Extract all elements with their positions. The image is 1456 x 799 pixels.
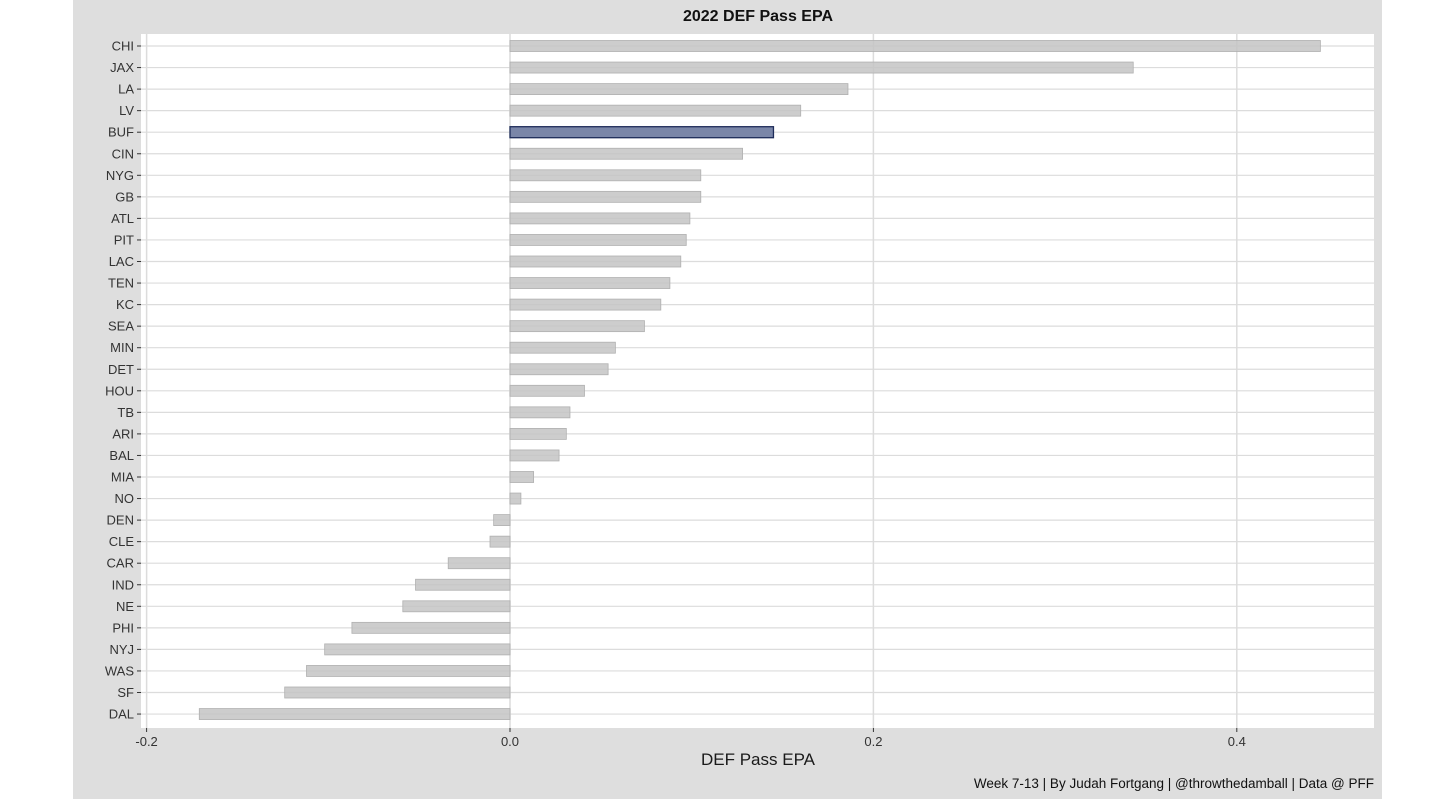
- chart-caption: Week 7-13 | By Judah Fortgang | @throwth…: [974, 776, 1374, 791]
- bar-kc: [509, 298, 662, 311]
- bar-tb: [509, 406, 571, 419]
- bar-layer: [198, 40, 1321, 720]
- y-tick-label: MIA: [111, 470, 134, 485]
- bar-lac: [509, 255, 682, 268]
- y-tick-label: GB: [115, 189, 134, 204]
- bar-was: [306, 665, 511, 677]
- bar-nyg: [509, 169, 702, 182]
- y-tick-label: KC: [116, 297, 134, 312]
- y-tick-label: WAS: [105, 663, 134, 678]
- bar-nyj: [324, 643, 511, 656]
- y-tick-label: LAC: [109, 254, 134, 269]
- bar-ten: [509, 277, 671, 289]
- bar-pit: [509, 234, 687, 246]
- y-tick-label: PIT: [114, 232, 134, 247]
- bar-ne: [402, 600, 511, 613]
- y-tick-label: JAX: [110, 60, 134, 75]
- y-tick-label: LV: [119, 103, 134, 118]
- bar-sea: [509, 320, 645, 333]
- bar-ind: [415, 578, 511, 591]
- bar-gb: [509, 190, 702, 203]
- plot-frame: 2022 DEF Pass EPA CHI JAX LA LV BUF CIN NYG GB A…: [73, 0, 1382, 799]
- plot-panel: [141, 34, 1374, 728]
- y-tick-label: DAL: [109, 707, 134, 722]
- bar-hou: [509, 384, 585, 397]
- x-axis-labels: -0.2 0.0 0.2 0.4: [135, 728, 1246, 749]
- y-tick-label: CLE: [109, 534, 135, 549]
- y-tick-label: CIN: [112, 146, 134, 161]
- y-tick-label: DEN: [107, 513, 134, 528]
- y-tick-label: NE: [116, 599, 134, 614]
- y-tick-label: SF: [117, 685, 134, 700]
- grid-layer: [141, 34, 1374, 728]
- bar-chi: [509, 40, 1321, 52]
- y-tick-label: CHI: [112, 39, 134, 54]
- chart: 2022 DEF Pass EPA CHI JAX LA LV BUF CIN NYG GB A…: [105, 8, 1374, 791]
- bar-bal: [509, 449, 560, 462]
- bar-min: [509, 341, 616, 354]
- x-tick-label: 0.2: [864, 734, 882, 749]
- y-tick-label: MIN: [110, 340, 134, 355]
- bar-phi: [351, 621, 511, 634]
- bar-buf: [509, 126, 775, 139]
- bar-cin: [509, 147, 743, 160]
- bar-cle: [489, 535, 511, 548]
- chart-title: 2022 DEF Pass EPA: [683, 8, 833, 25]
- y-axis-labels: CHI JAX LA LV BUF CIN NYG GB ATL PIT LAC TEN KC SEA MI…: [105, 39, 141, 722]
- x-axis-title: DEF Pass EPA: [701, 750, 816, 769]
- bar-car: [447, 557, 511, 570]
- bar-det: [509, 363, 609, 376]
- bar-lv: [509, 104, 802, 117]
- bar-atl: [509, 212, 691, 225]
- bar-ari: [509, 427, 567, 440]
- y-tick-label: NYJ: [109, 642, 134, 657]
- y-tick-label: NO: [115, 491, 135, 506]
- bar-mia: [509, 471, 535, 483]
- y-tick-label: IND: [112, 577, 134, 592]
- bar-dal: [198, 708, 511, 720]
- y-tick-label: HOU: [105, 383, 134, 398]
- y-tick-label: BUF: [108, 125, 134, 140]
- y-tick-label: BAL: [109, 448, 134, 463]
- bar-sf: [284, 686, 511, 699]
- bar-la: [509, 83, 849, 95]
- y-tick-label: CAR: [107, 556, 134, 571]
- x-tick-label: 0.4: [1228, 734, 1246, 749]
- y-tick-label: LA: [118, 82, 134, 97]
- bar-no: [509, 492, 522, 505]
- y-tick-label: TEN: [108, 276, 134, 291]
- bar-den: [493, 514, 511, 526]
- y-tick-label: ARI: [112, 426, 134, 441]
- bar-jax: [509, 61, 1134, 74]
- y-tick-label: NYG: [106, 168, 134, 183]
- y-tick-label: TB: [117, 405, 134, 420]
- x-tick-label: -0.2: [135, 734, 157, 749]
- y-tick-label: DET: [108, 362, 134, 377]
- y-tick-label: PHI: [112, 620, 134, 635]
- y-tick-label: ATL: [111, 211, 134, 226]
- y-tick-label: SEA: [108, 319, 134, 334]
- x-tick-label: 0.0: [501, 734, 519, 749]
